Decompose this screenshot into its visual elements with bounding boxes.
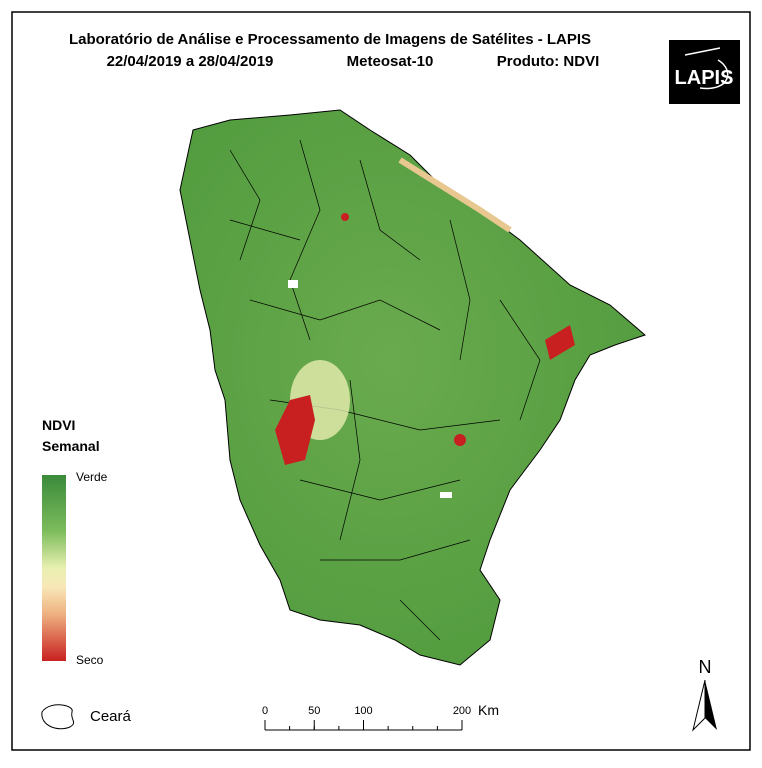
- region-symbol: [41, 704, 75, 730]
- scale-label: 50: [308, 705, 320, 717]
- legend-high: Verde: [76, 470, 108, 484]
- satellite: Meteosat-10: [347, 53, 434, 70]
- product: Produto: NDVI: [497, 53, 600, 70]
- scale-unit: Km: [478, 702, 499, 718]
- logo-text: LAPIS: [675, 67, 734, 89]
- legend-gradient: [42, 475, 66, 661]
- scale-bar: 0 50 100 200 Km: [262, 702, 499, 731]
- period: 22/04/2019 a 28/04/2019: [107, 53, 274, 70]
- scale-label: 100: [354, 705, 372, 717]
- scale-label: 0: [262, 705, 268, 717]
- legend-low: Seco: [76, 653, 104, 667]
- scale-label: 200: [453, 705, 471, 717]
- legend-subtitle: Semanal: [42, 438, 100, 454]
- logo: LAPIS: [669, 40, 740, 104]
- title: Laboratório de Análise e Processamento d…: [69, 31, 591, 48]
- north-label: N: [699, 657, 712, 677]
- legend-title: NDVI: [42, 417, 75, 433]
- state-map: [179, 109, 646, 666]
- region-label: Ceará: [90, 708, 132, 725]
- north-arrow: N: [692, 657, 717, 732]
